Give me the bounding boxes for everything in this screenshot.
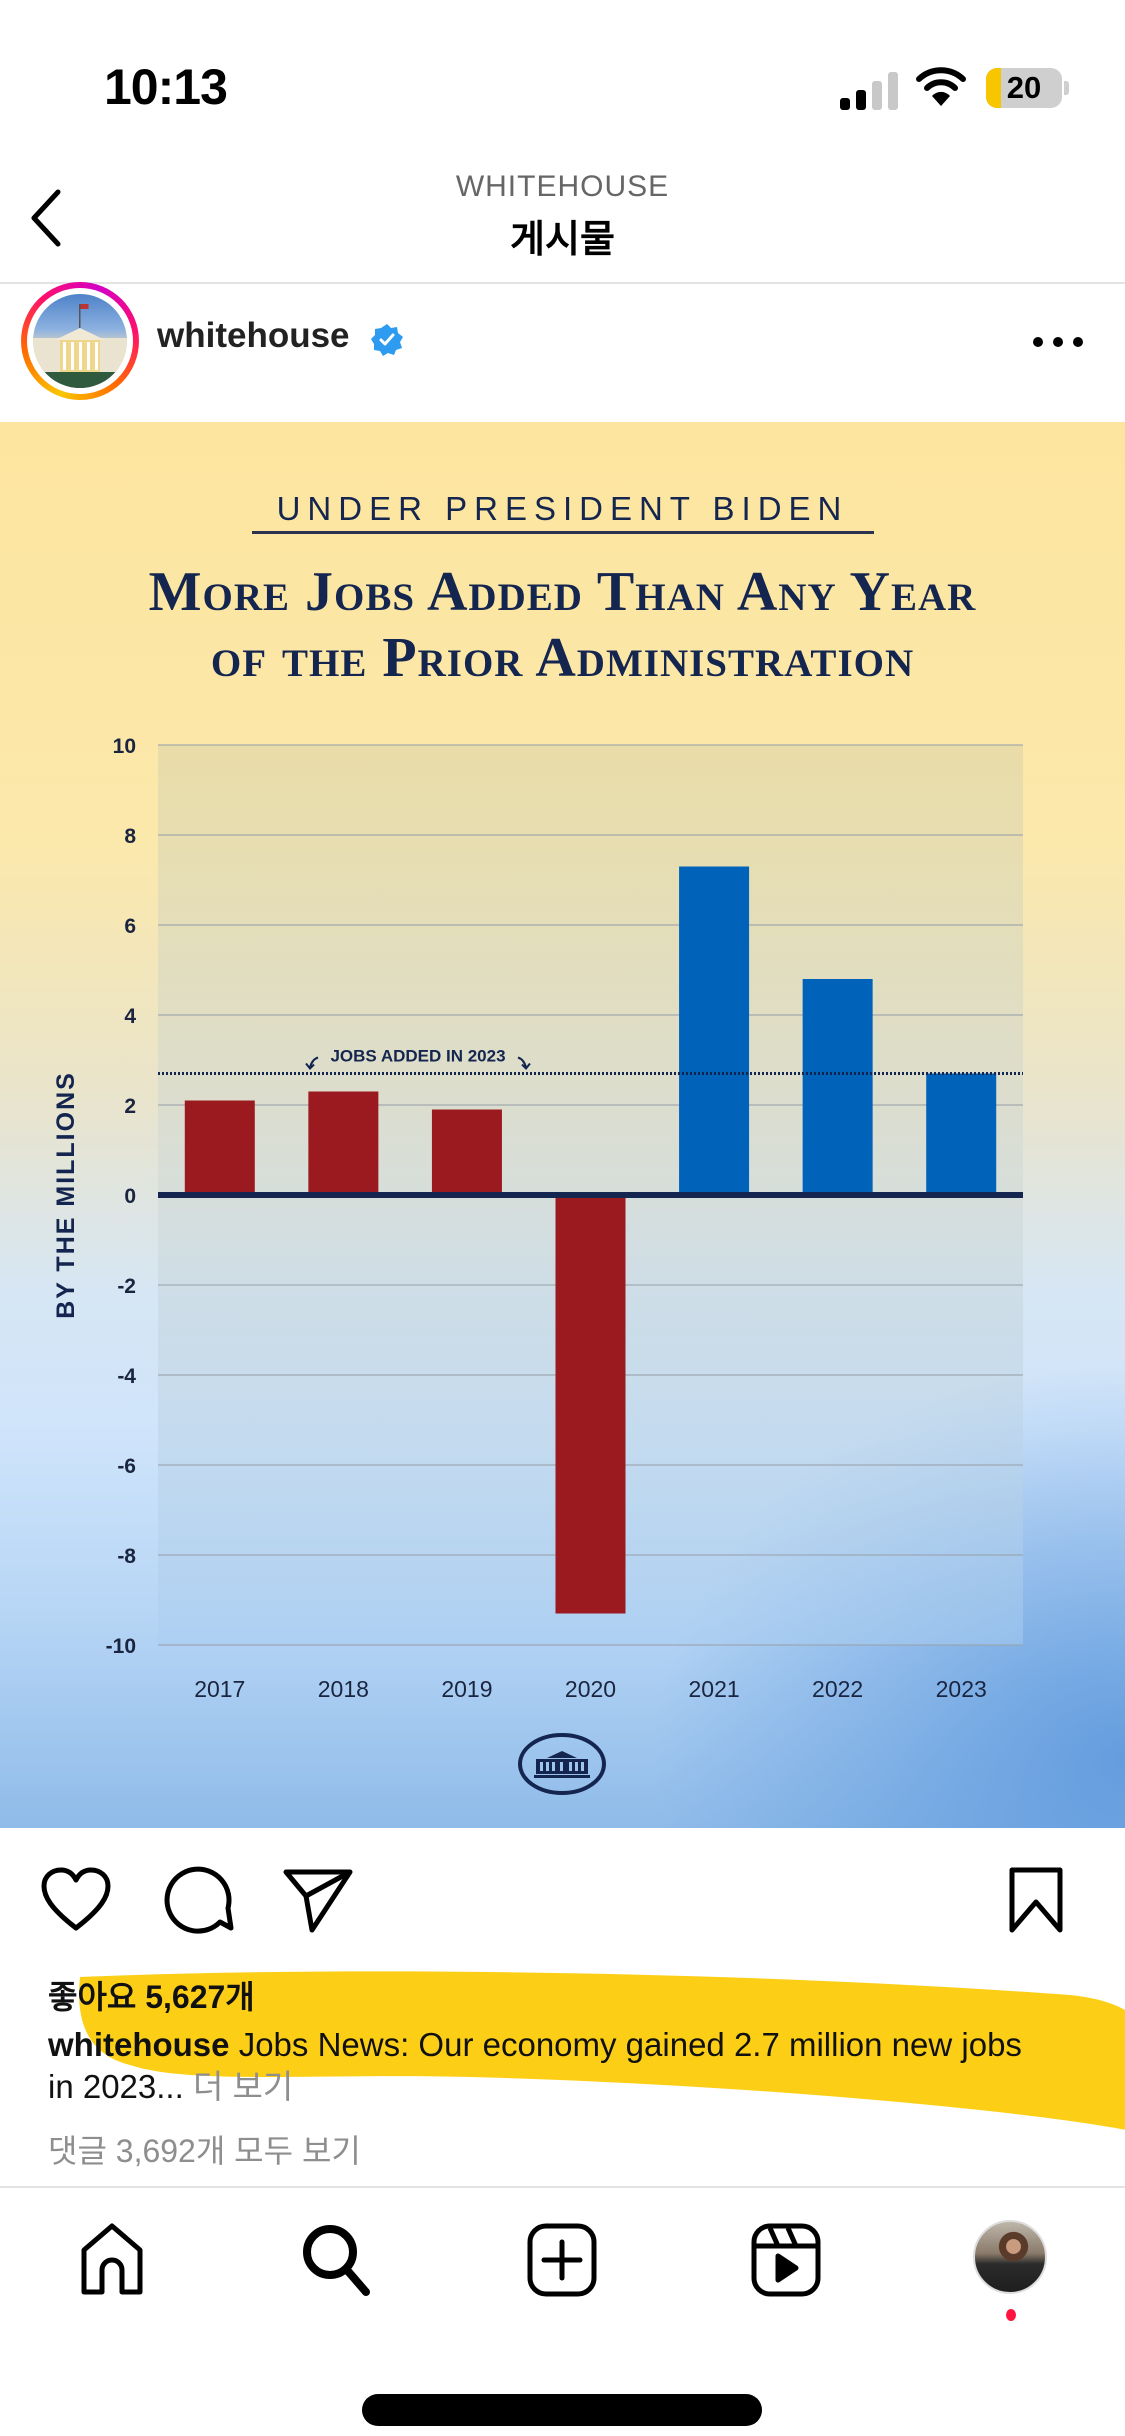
x-tick-label: 2020 <box>565 1676 616 1702</box>
avatar-story-ring[interactable] <box>21 282 139 400</box>
y-tick-label: -8 <box>117 1545 136 1568</box>
tab-profile-avatar[interactable] <box>973 2220 1047 2294</box>
y-tick-label: -6 <box>117 1455 136 1478</box>
bar-2020 <box>555 1195 626 1614</box>
y-tick-label: 6 <box>124 915 136 938</box>
avatar <box>33 294 127 388</box>
graphic-title-line-2: of the Prior Administration <box>210 627 915 689</box>
more-options-button[interactable] <box>1030 322 1086 362</box>
more-link[interactable]: 더 보기 <box>183 2068 294 2105</box>
graphic-kicker: UNDER PRESIDENT BIDEN <box>276 490 849 527</box>
kicker-underline <box>252 531 874 534</box>
bar-2023 <box>926 1073 997 1195</box>
graphic-title-line-1: More Jobs Added Than Any Year <box>148 561 977 623</box>
reference-line-label: JOBS ADDED IN 2023 <box>330 1047 505 1066</box>
likes-count[interactable]: 좋아요 5,627개 <box>48 1979 255 2015</box>
post-caption: whitehouse Jobs News: Our economy gained… <box>48 2024 1048 2108</box>
bars <box>158 866 1023 1614</box>
gridlines <box>158 744 1023 1646</box>
view-all-comments-link[interactable]: 댓글 3,692개 모두 보기 <box>48 2133 361 2169</box>
y-axis-label: BY THE MILLIONS <box>52 1071 80 1319</box>
tab-create[interactable] <box>524 2222 600 2298</box>
y-tick-label: -10 <box>106 1635 136 1658</box>
comment-button[interactable] <box>164 1866 236 1936</box>
header-account: WHITEHOUSE <box>455 170 670 203</box>
battery-fill <box>986 68 1002 108</box>
battery-level: 20 <box>1006 70 1042 105</box>
page-title: 게시물 <box>510 219 615 261</box>
x-tick-label: 2022 <box>812 1676 863 1702</box>
x-tick-label: 2018 <box>318 1676 369 1702</box>
bar-2019 <box>431 1109 502 1195</box>
arrow-left-icon <box>305 1056 319 1070</box>
y-tick-label: 10 <box>113 735 136 758</box>
y-tick-label: 2 <box>124 1095 136 1118</box>
reels-icon <box>751 2223 821 2297</box>
search-icon <box>303 2225 370 2296</box>
y-tick-label: 8 <box>124 825 136 848</box>
verified-badge-icon <box>371 324 403 356</box>
tab-bar-divider <box>0 2186 1125 2188</box>
bar-2018 <box>308 1091 379 1195</box>
battery-icon: 20 <box>986 68 1069 108</box>
x-tick-label: 2017 <box>194 1676 245 1702</box>
y-tick-label: -2 <box>117 1275 136 1298</box>
more-horizontal-icon <box>1033 337 1083 347</box>
heart-icon <box>41 1867 111 1931</box>
y-tick-label: 4 <box>124 1005 136 1028</box>
tab-reels[interactable] <box>748 2222 824 2298</box>
caption-text: Jobs News: Our economy gained 2.7 millio… <box>48 2026 1022 2105</box>
send-icon <box>283 1869 353 1933</box>
x-tick-labels: 2017 2018 2019 2020 2021 2022 2023 <box>194 1676 987 1702</box>
post-image[interactable]: UNDER PRESIDENT BIDEN More Jobs Added Th… <box>0 422 1125 1828</box>
x-tick-label: 2021 <box>688 1676 739 1702</box>
tab-home[interactable] <box>74 2222 150 2298</box>
home-indicator[interactable] <box>362 2394 762 2426</box>
tab-search[interactable] <box>298 2222 374 2298</box>
bookmark-icon <box>1009 1867 1063 1933</box>
arrow-right-icon <box>517 1056 531 1070</box>
y-tick-label: -4 <box>117 1365 136 1388</box>
white-house-seal-icon <box>518 1733 606 1795</box>
header-divider <box>0 282 1125 284</box>
share-button[interactable] <box>282 1866 354 1934</box>
x-tick-label: 2023 <box>936 1676 987 1702</box>
like-button[interactable] <box>40 1866 112 1934</box>
white-house-photo <box>33 304 127 388</box>
cellular-signal-icon <box>840 72 898 110</box>
comment-icon <box>164 1866 234 1934</box>
bar-2022 <box>802 979 873 1195</box>
y-tick-labels: 10 8 6 4 2 0 -2 -4 -6 -8 -10 <box>106 735 137 1658</box>
chevron-left-icon <box>31 189 61 247</box>
wifi-icon <box>916 67 966 106</box>
reference-line-group: JOBS ADDED IN 2023 <box>158 1047 1023 1075</box>
plus-square-icon <box>527 2223 597 2297</box>
notification-dot <box>1006 2309 1016 2321</box>
bar-2021 <box>679 866 750 1195</box>
status-time: 10:13 <box>104 59 228 115</box>
home-icon <box>81 2223 143 2295</box>
back-button[interactable] <box>24 186 68 250</box>
save-button[interactable] <box>1006 1866 1066 1934</box>
bar-2017 <box>184 1100 255 1195</box>
highlighter-mark <box>79 1971 1125 2130</box>
y-tick-label: 0 <box>124 1185 136 1208</box>
post-username[interactable]: whitehouse <box>157 316 350 355</box>
x-tick-label: 2019 <box>441 1676 492 1702</box>
caption-username[interactable]: whitehouse <box>48 2026 230 2063</box>
